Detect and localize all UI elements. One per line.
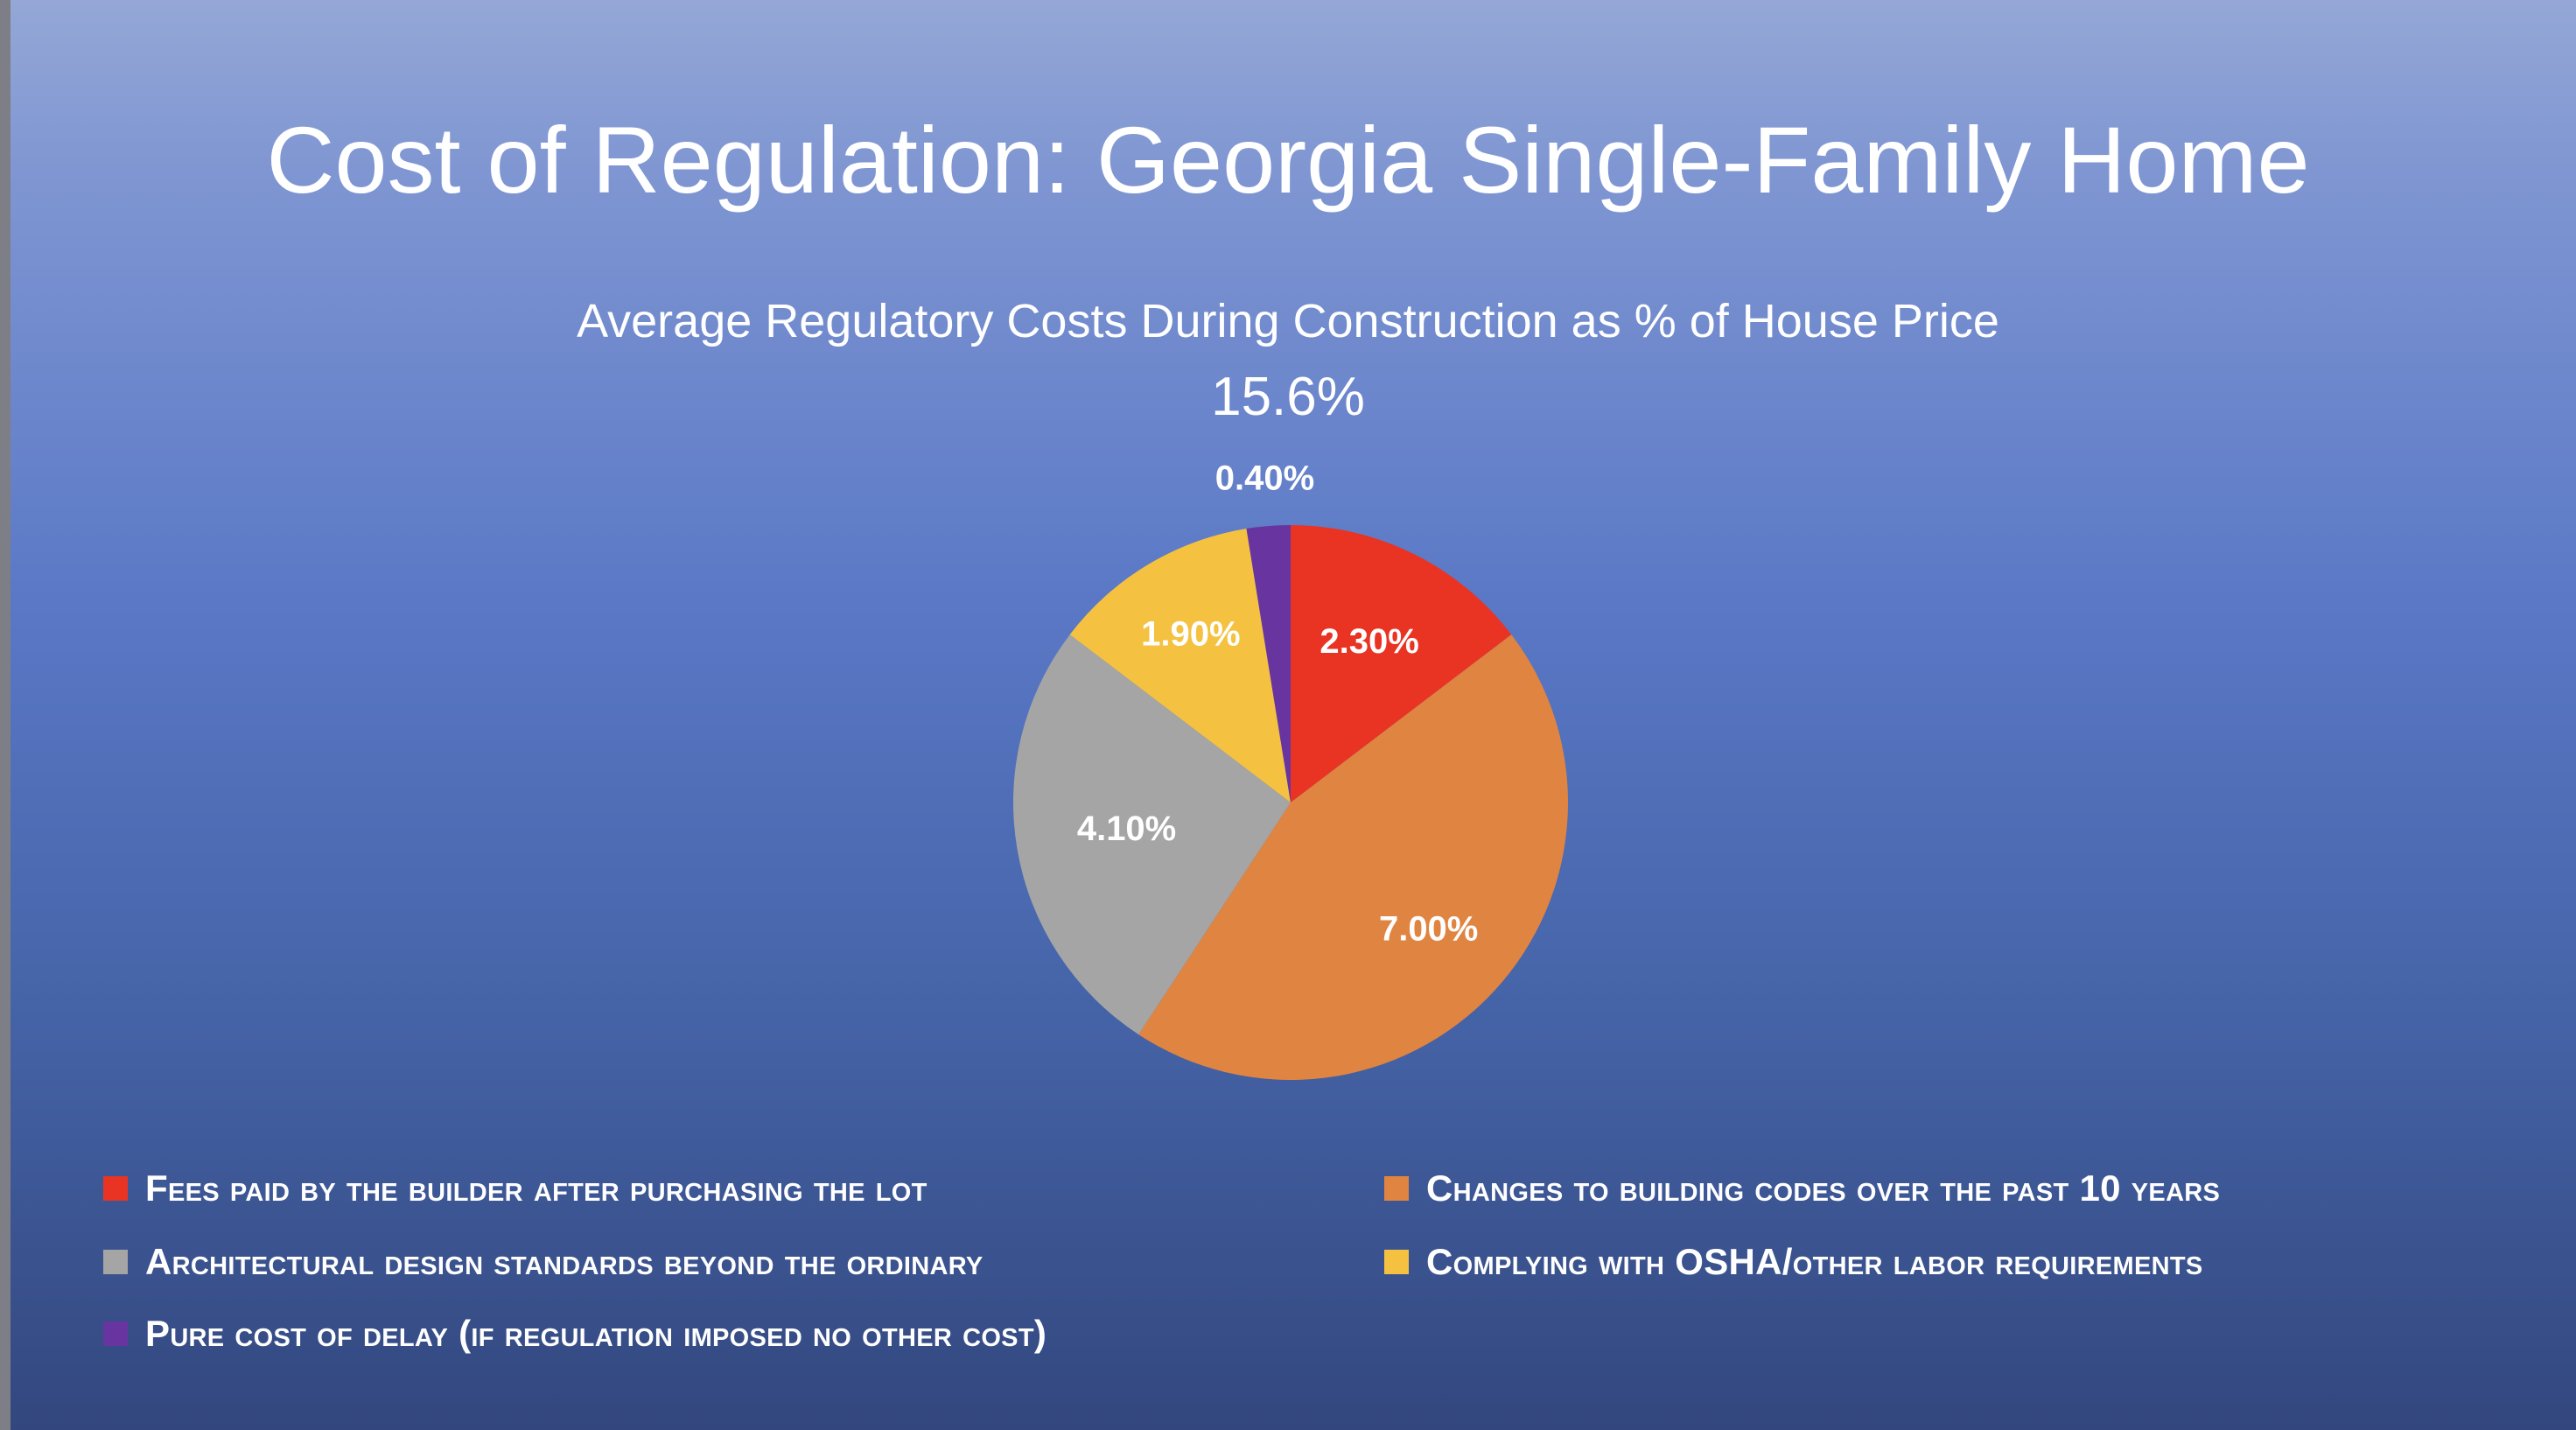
legend-label-architectural: Architectural design standards beyond th… <box>145 1241 984 1282</box>
data-label-building-codes: 7.00% <box>1379 910 1478 949</box>
legend-swatch-architectural <box>103 1250 128 1274</box>
legend-item-building-codes: Changes to building codes over the past … <box>1384 1164 2220 1213</box>
pie-slice-building-codes <box>1138 634 1569 1080</box>
legend-label-fees: Fees paid by the builder after purchasin… <box>145 1167 928 1209</box>
pie-slice-architectural <box>1013 634 1291 1035</box>
pie-slice-delay <box>1246 525 1291 803</box>
legend-swatch-building-codes <box>1384 1176 1409 1201</box>
data-label-fees: 2.30% <box>1320 622 1418 661</box>
legend-swatch-osha <box>1384 1250 1409 1274</box>
legend-item-fees: Fees paid by the builder after purchasin… <box>103 1164 928 1213</box>
legend-swatch-delay <box>103 1321 128 1346</box>
window-edge <box>0 0 10 1430</box>
legend-item-architectural: Architectural design standards beyond th… <box>103 1237 984 1286</box>
legend-label-delay: Pure cost of delay (if regulation impose… <box>145 1313 1047 1354</box>
data-label-delay: 0.40% <box>1215 459 1314 498</box>
pie-slice-fees <box>1291 525 1512 803</box>
data-label-osha: 1.90% <box>1141 614 1240 653</box>
legend-item-osha: Complying with OSHA/other labor requirem… <box>1384 1237 2203 1286</box>
data-label-architectural: 4.10% <box>1077 810 1176 848</box>
legend-label-building-codes: Changes to building codes over the past … <box>1426 1167 2221 1209</box>
pie-slice-osha <box>1069 529 1291 803</box>
legend-item-delay: Pure cost of delay (if regulation impose… <box>103 1309 1046 1358</box>
slide-title: Cost of Regulation: Georgia Single-Famil… <box>266 107 2310 213</box>
legend-label-osha: Complying with OSHA/other labor requirem… <box>1426 1241 2203 1282</box>
total-percentage: 15.6% <box>1211 367 1365 427</box>
chart-subtitle: Average Regulatory Costs During Construc… <box>577 295 1999 347</box>
legend-swatch-fees <box>103 1176 128 1201</box>
